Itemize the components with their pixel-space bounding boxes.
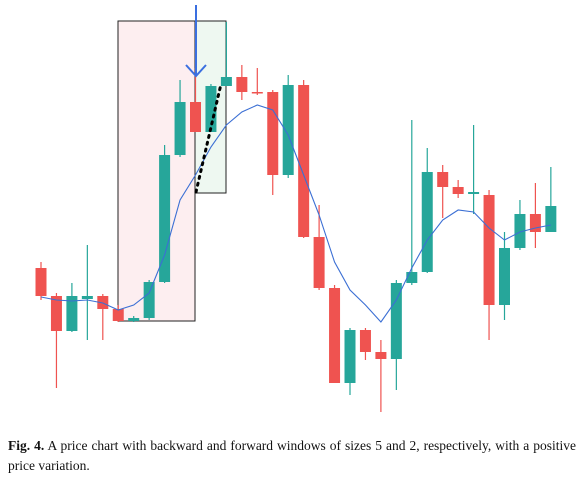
candle-body — [483, 195, 495, 305]
candle-body — [251, 92, 263, 94]
candle-body — [220, 77, 232, 86]
candle-body — [143, 282, 155, 318]
candle-body — [452, 187, 464, 194]
candle-body — [159, 155, 171, 282]
candle-body — [468, 192, 480, 194]
arrow-head — [185, 64, 207, 78]
candle-body — [344, 330, 356, 383]
candle-body — [545, 206, 557, 232]
candle-body — [421, 172, 433, 272]
candle-body — [375, 352, 387, 359]
candle-body — [66, 296, 78, 331]
candle-body — [437, 172, 449, 187]
candle-body — [390, 283, 402, 359]
candle-body — [112, 309, 124, 321]
candle-body — [174, 102, 186, 155]
candle-body — [514, 214, 526, 248]
candle-body — [190, 102, 201, 132]
moving-average — [40, 104, 551, 323]
candle-body — [282, 85, 294, 175]
candle-body — [329, 288, 341, 383]
caption-text: A price chart with backward and forward … — [8, 438, 576, 473]
candle-body — [359, 330, 371, 352]
candle-body — [35, 268, 47, 296]
candle-body — [529, 214, 541, 232]
candle-body — [267, 92, 279, 175]
candle-body — [406, 272, 418, 283]
variation-line — [194, 82, 223, 194]
candle-body — [128, 318, 140, 321]
caption: Fig. 4. A price chart with backward and … — [8, 436, 576, 476]
candle-body — [499, 248, 510, 305]
candle-body — [205, 86, 217, 132]
candle-body — [236, 77, 248, 92]
backward-window — [117, 20, 196, 322]
candle-body — [81, 296, 93, 299]
candle-body — [313, 237, 325, 288]
candle-body — [50, 296, 62, 331]
caption-label: Fig. 4. — [8, 438, 45, 453]
candle-body — [298, 85, 310, 237]
chart — [35, 5, 557, 412]
